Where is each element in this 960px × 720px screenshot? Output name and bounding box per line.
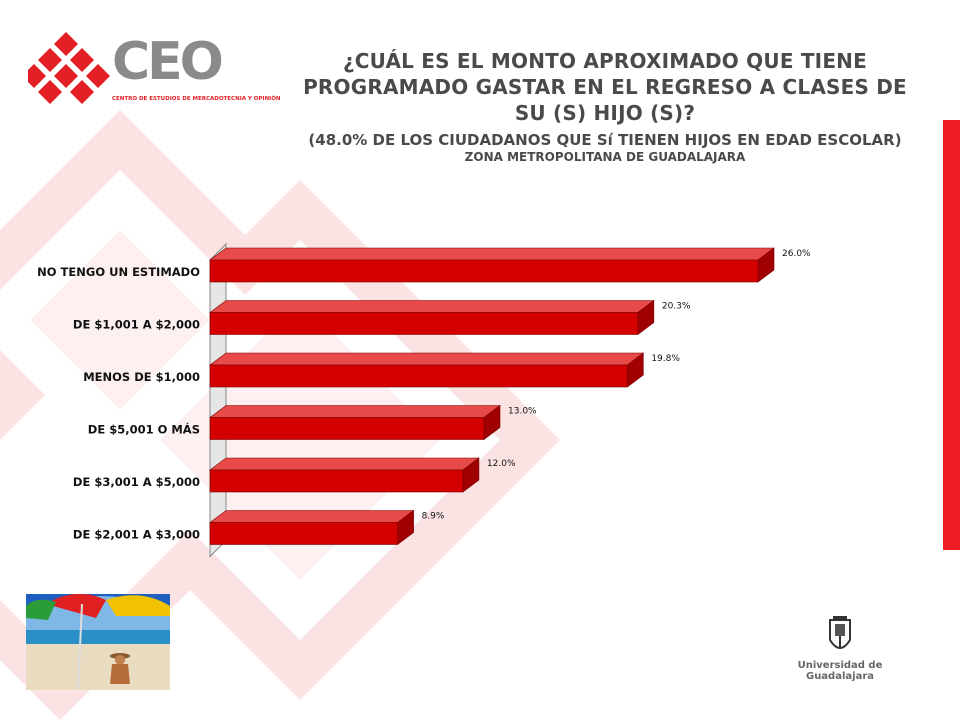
- category-label: DE $3,001 A $5,000: [73, 475, 200, 489]
- ceo-logo: CEO CENTRO DE ESTUDIOS DE MERCADOTECNIA …: [22, 28, 281, 114]
- logo-subtitle: CENTRO DE ESTUDIOS DE MERCADOTECNIA Y OP…: [112, 96, 281, 102]
- bar: [209, 417, 485, 440]
- bar: [209, 312, 639, 335]
- bar-top-face: [209, 405, 501, 418]
- data-label: 26.0%: [782, 249, 811, 259]
- title-line-3: SU (S) HIJO (S)?: [514, 101, 696, 125]
- category-label: DE $2,001 A $3,000: [73, 528, 200, 542]
- bar: [209, 364, 628, 388]
- category-label: NO TENGO UN ESTIMADO: [37, 265, 200, 279]
- bar: [209, 259, 759, 283]
- chart-axis-wall: [209, 242, 227, 558]
- bar-top-face: [209, 510, 415, 523]
- right-accent-strip: [943, 120, 960, 550]
- bar-chart: NO TENGO UN ESTIMADO 26.0% DE $1,001 A $2,…: [37, 242, 811, 558]
- bar-top-face: [209, 457, 480, 471]
- bar: [209, 469, 464, 493]
- ceo-logo-mark: [22, 32, 110, 104]
- bar-top-face: [209, 247, 775, 261]
- logo-wordmark: CEO: [112, 32, 224, 92]
- bar: [209, 522, 398, 545]
- category-label: MENOS DE $1,000: [83, 370, 200, 384]
- data-label: 13.0%: [508, 407, 537, 417]
- region-label: ZONA METROPOLITANA DE GUADALAJARA: [464, 150, 746, 164]
- university-name: Universidad de Guadalajara: [797, 660, 883, 682]
- category-label: DE $5,001 O MÁS: [88, 422, 200, 437]
- bar-top-face: [209, 352, 645, 366]
- title-block: ¿CUÁL ES EL MONTO APROXIMADO QUE TIENE P…: [280, 48, 930, 165]
- data-label: 19.8%: [651, 354, 680, 364]
- data-label: 8.9%: [422, 512, 445, 522]
- title-line-2: PROGRAMADO GASTAR EN EL REGRESO A CLASES…: [303, 75, 907, 99]
- data-label: 12.0%: [487, 459, 516, 469]
- category-label: DE $1,001 A $2,000: [73, 318, 200, 332]
- universidad-logo: Universidad de Guadalajara: [770, 612, 910, 682]
- bar-top-face: [209, 300, 655, 313]
- udg-shield-icon: [829, 616, 851, 649]
- subtitle: (48.0% DE LOS CIUDADANOS QUE Sí TIENEN H…: [308, 131, 902, 149]
- data-label: 20.3%: [662, 302, 691, 312]
- title-line-1: ¿CUÁL ES EL MONTO APROXIMADO QUE TIENE: [343, 49, 867, 73]
- beach-photo: [26, 594, 170, 690]
